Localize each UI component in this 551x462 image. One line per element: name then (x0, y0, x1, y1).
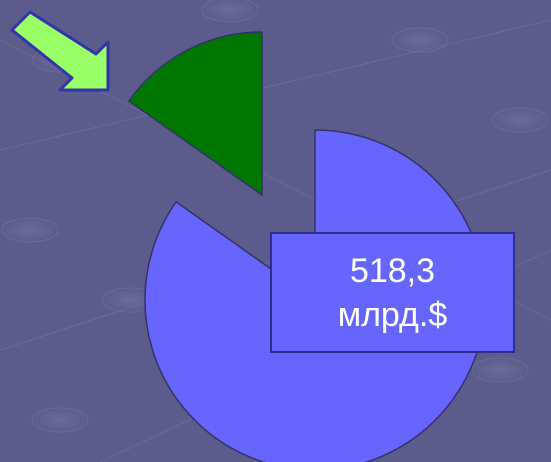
arrow (10, 10, 110, 92)
data-label: 518,3 млрд.$ (270, 232, 515, 353)
pie-slice (127, 31, 263, 197)
